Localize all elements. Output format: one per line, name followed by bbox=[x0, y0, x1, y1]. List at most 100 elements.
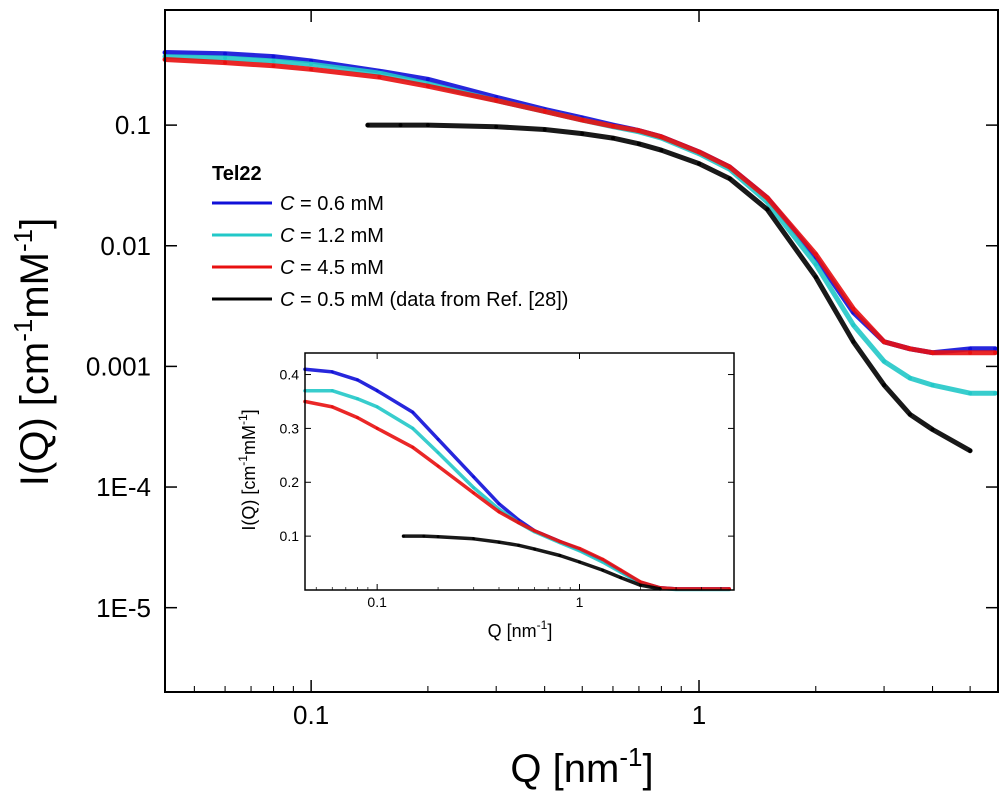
inset-series-c-0-5-mm-data-from-ref-28-point bbox=[533, 547, 537, 551]
legend-label: C = 4.5 mM bbox=[280, 257, 384, 279]
inset-x-axis-title: Q [nm-1] bbox=[488, 618, 553, 641]
inset-series-c-0-5-mm-data-from-ref-28-point bbox=[422, 534, 426, 538]
main-x-tick-label: 1 bbox=[692, 700, 706, 730]
main-series-c-0-5-mm-data-from-ref-28-point bbox=[697, 161, 701, 166]
main-series-c-0-6-mm-point bbox=[425, 77, 430, 82]
inset-series-c-0-6-mm-point bbox=[411, 410, 415, 414]
main-series-c-0-5-mm-data-from-ref-28-point bbox=[636, 141, 641, 146]
inset-series-c-4-5-mm-point bbox=[472, 491, 476, 495]
inset-y-axis-title-part-0: I(Q) [cm bbox=[239, 466, 259, 531]
inset-series-c-0-5-mm-data-from-ref-28-point bbox=[638, 583, 642, 587]
main-x-ticks: 0.1 1 bbox=[193, 10, 971, 730]
inset-series-c-0-6-mm-point bbox=[356, 378, 359, 382]
main-series-c-4-5-mm-point bbox=[908, 346, 912, 351]
main-series-c-1-2-mm-point bbox=[851, 323, 856, 328]
main-series-c-0-5-mm-data-from-ref-28-point bbox=[580, 131, 585, 136]
inset-series-c-4-5-mm-point bbox=[330, 405, 334, 409]
main-series-c-4-5-mm-band bbox=[162, 57, 998, 356]
inset-y-axis-title-part-4: ] bbox=[239, 409, 259, 414]
main-series-c-0-5-mm-data-from-ref-28-point bbox=[727, 176, 732, 181]
inset-y-axis-title-part-1: -1 bbox=[236, 455, 250, 466]
main-series-c-4-5-mm-point bbox=[659, 134, 664, 139]
inset-series-c-1-2-mm-point bbox=[411, 426, 415, 430]
main-series-c-4-5-mm-point bbox=[611, 124, 615, 129]
main-series-c-0-5-mm-data-from-ref-28-point bbox=[542, 127, 547, 132]
main-y-tick-label: 0.1 bbox=[115, 110, 151, 140]
main-series-c-0-5-mm-data-from-ref-28-point bbox=[365, 123, 370, 128]
main-series-c-4-5-mm-point bbox=[813, 252, 818, 257]
main-series-c-4-5-mm-point bbox=[223, 60, 228, 65]
main-series-c-4-5-mm-point bbox=[697, 149, 701, 154]
main-series-c-4-5-mm-point bbox=[727, 165, 732, 169]
legend-title: Tel22 bbox=[212, 163, 262, 185]
main-series-c-0-5-mm-data-from-ref-28-point bbox=[882, 383, 887, 388]
main-series-c-1-2-mm-point bbox=[930, 383, 935, 388]
main-series-c-4-5-mm-point bbox=[882, 339, 887, 344]
main-series-c-4-5-mm-point bbox=[542, 109, 547, 114]
legend-label: C = 0.5 mM (data from Ref. [28]) bbox=[280, 289, 568, 311]
inset-series-c-0-5-mm-data-from-ref-28-point bbox=[601, 568, 605, 572]
x-axis-title-main: Q [nm bbox=[510, 747, 619, 791]
main-series-c-1-2-mm-point bbox=[993, 391, 998, 396]
main-series-c-1-2-mm-point bbox=[813, 262, 818, 267]
main-series-c-0-5-mm-data-from-ref-28-point bbox=[398, 123, 403, 128]
inset-plot-frame bbox=[304, 352, 735, 591]
inset-series-c-4-5-mm-point bbox=[436, 464, 440, 468]
inset-series-c-4-5-mm-point bbox=[619, 568, 623, 572]
main-series-c-4-5-mm-point bbox=[636, 128, 641, 133]
inset-series-c-4-5-mm-point bbox=[601, 557, 605, 561]
inset-x-axis-title-sup: -1 bbox=[537, 618, 548, 632]
inset-series-c-1-2-mm-point bbox=[330, 389, 334, 393]
inset-series-c-0-5-mm-data-from-ref-28-point bbox=[619, 576, 623, 580]
inset-series-c-1-2-mm-point bbox=[375, 405, 379, 409]
main-series-c-1-2-mm-point bbox=[271, 59, 276, 63]
y-axis-title-part-2: mM bbox=[13, 252, 57, 319]
inset-series-c-0-6-mm-point bbox=[497, 502, 501, 506]
main-series-c-0-5-mm-data-from-ref-28-point bbox=[611, 136, 615, 141]
main-series-c-0-6-mm-point bbox=[271, 54, 276, 59]
inset-series-c-4-5-mm-point bbox=[375, 426, 379, 430]
main-series-c-4-5-mm-point bbox=[765, 195, 770, 200]
inset-series-c-0-6-mm-point bbox=[375, 389, 379, 393]
inset-y-ticks: 0.1 0.2 0.3 0.4 bbox=[280, 366, 734, 544]
inset-series-c-0-5-mm-data-from-ref-28-point bbox=[436, 535, 440, 539]
inset-series-c-0-5-mm-data-from-ref-28-point bbox=[472, 537, 476, 541]
main-series-c-0-6-mm-point bbox=[223, 51, 228, 56]
inset-series-c-0-5-mm-data-from-ref-28-point bbox=[578, 560, 581, 564]
inset-series-c-4-5-mm-point bbox=[411, 445, 415, 449]
inset-series-c-4-5-mm-point bbox=[638, 580, 642, 584]
main-y-tick-label: 0.001 bbox=[86, 351, 151, 381]
inset-y-tick-label: 0.1 bbox=[280, 528, 300, 544]
y-axis-title: I(Q) [cm-1mM-1] bbox=[8, 218, 57, 486]
inset-x-axis-title-end: ] bbox=[547, 621, 552, 641]
inset-series-c-4-5-mm-point bbox=[517, 521, 521, 525]
inset-y-tick-label: 0.3 bbox=[280, 420, 300, 436]
x-axis-title-sup: -1 bbox=[619, 742, 642, 772]
main-series-c-0-5-mm-data-from-ref-28-point bbox=[494, 124, 499, 129]
main-series-c-0-5-mm-data-from-ref-28-band bbox=[365, 122, 973, 454]
main-series-c-1-2-mm-point bbox=[309, 62, 314, 67]
main-series-c-4-5-mm-point bbox=[580, 118, 585, 123]
inset-series-c-1-2-mm-point bbox=[472, 486, 476, 490]
main-series-c-1-2-mm-point bbox=[882, 359, 887, 364]
main-series-c-4-5-mm-point bbox=[968, 350, 973, 355]
inset-series-c-1-2-mm-point bbox=[436, 451, 440, 455]
inset-series-c-0-5-mm-data-from-ref-28-point bbox=[517, 543, 521, 547]
main-series-c-0-5-mm-data-from-ref-28-point bbox=[968, 448, 973, 453]
inset-x-tick-label: 1 bbox=[576, 594, 584, 610]
main-y-tick-label: 1E-4 bbox=[96, 472, 151, 502]
main-series-c-0-5-mm-data-from-ref-28-point bbox=[425, 123, 430, 128]
main-series-c-0-5-mm-data-from-ref-28-point bbox=[851, 339, 856, 344]
main-series-c-4-5-mm-point bbox=[851, 306, 856, 311]
inset-series-c-0-6-mm-point bbox=[436, 437, 440, 441]
legend-label: C = 0.6 mM bbox=[280, 193, 384, 215]
main-y-tick-label: 1E-5 bbox=[96, 593, 151, 623]
inset-series-c-4-5-mm-point bbox=[578, 547, 581, 550]
x-axis-title-end: ] bbox=[642, 747, 653, 791]
inset-series-c-4-5-mm-point bbox=[533, 529, 537, 533]
inset-series-c-1-2-mm-point bbox=[356, 397, 359, 401]
inset-series-c-4-5-mm-point bbox=[558, 540, 562, 543]
main-y-tick-label: 0.01 bbox=[100, 231, 151, 261]
main-series-c-0-5-mm-data-from-ref-28-point bbox=[659, 148, 664, 153]
